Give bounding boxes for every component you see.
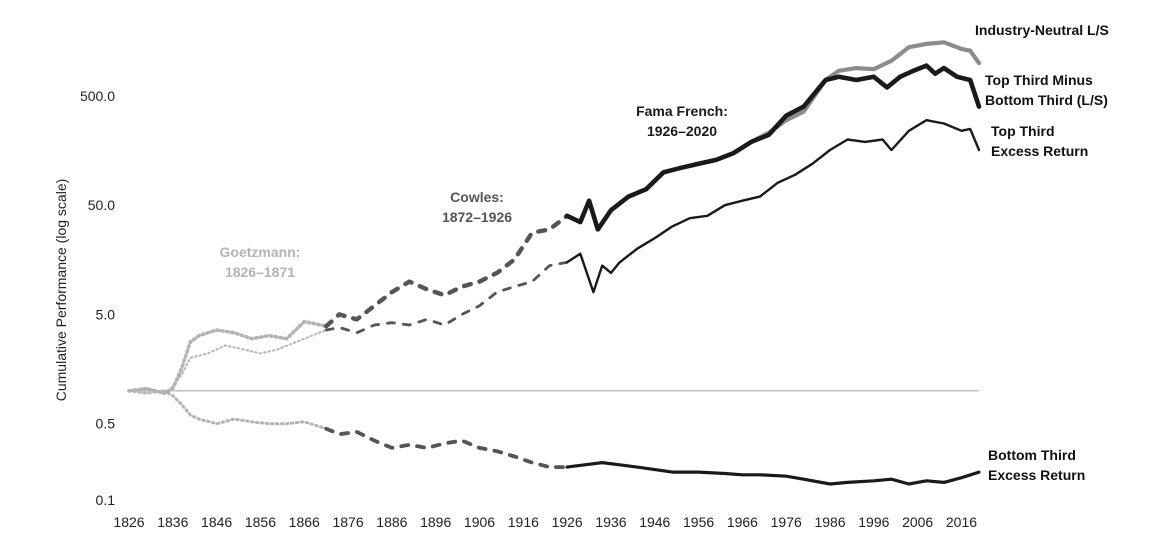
series-layer <box>127 40 982 486</box>
series-segment <box>564 63 982 232</box>
x-tick-label: 1836 <box>157 514 188 530</box>
x-tick-label: 2006 <box>902 514 933 530</box>
series-top-minus-bottom <box>127 63 982 395</box>
x-tick-label: 1936 <box>595 514 626 530</box>
x-tick-label: 1916 <box>508 514 539 530</box>
x-tick-label: 1886 <box>376 514 407 530</box>
y-axis-title: Cumulative Performance (log scale) <box>53 179 69 402</box>
series-bottom-excess <box>127 389 981 486</box>
x-tick-label: 1856 <box>245 514 276 530</box>
series-top-excess <box>128 119 981 395</box>
series-label: Industry-Neutral L/S <box>975 22 1109 38</box>
x-ticks: 1826 1836 1846 1856 1866 1876 1886 1896 1906 1916… <box>113 514 977 530</box>
y-tick-label: 0.1 <box>96 492 116 508</box>
y-tick-label: 0.5 <box>96 416 116 432</box>
x-tick-label: 1956 <box>683 514 714 530</box>
series-industry-neutral <box>749 40 982 144</box>
y-ticks: 0.1 0.5 5.0 50.0 500.0 <box>80 88 115 508</box>
y-axis-label: Cumulative Performance (log scale) <box>53 179 69 402</box>
x-tick-label: 1976 <box>771 514 802 530</box>
x-tick-label: 1946 <box>639 514 670 530</box>
x-tick-label: 1826 <box>113 514 144 530</box>
x-tick-label: 1926 <box>552 514 583 530</box>
x-tick-label: 1896 <box>420 514 451 530</box>
series-segment <box>127 389 328 431</box>
series-label: Bottom Third Excess Return <box>988 447 1085 483</box>
annotations: Goetzmann: 1826–1871 Cowles: 1872–1926 Fama … <box>220 22 1109 483</box>
series-segment <box>565 461 981 486</box>
x-tick-label: 1906 <box>464 514 495 530</box>
y-tick-label: 5.0 <box>96 306 116 322</box>
y-tick-label: 500.0 <box>80 88 115 104</box>
series-label: Top Third Excess Return <box>991 123 1088 159</box>
x-tick-label: 2016 <box>946 514 977 530</box>
series-segment <box>565 119 981 294</box>
period-label: Cowles: 1872–1926 <box>442 189 512 225</box>
series-segment <box>324 260 569 335</box>
x-tick-label: 1866 <box>289 514 320 530</box>
series-line <box>749 40 982 144</box>
series-segment <box>127 319 328 395</box>
x-tick-label: 1846 <box>201 514 232 530</box>
series-label: Top Third Minus Bottom Third (L/S) <box>985 72 1108 108</box>
x-tick-label: 1966 <box>727 514 758 530</box>
y-tick-label: 50.0 <box>88 197 115 213</box>
series-segment <box>324 213 570 329</box>
period-label: Fama French: 1926–2020 <box>636 103 728 139</box>
x-tick-label: 1876 <box>332 514 363 530</box>
x-tick-label: 1986 <box>814 514 845 530</box>
x-tick-label: 1996 <box>858 514 889 530</box>
series-segment <box>128 329 328 395</box>
period-label: Goetzmann: 1826–1871 <box>220 244 301 280</box>
series-segment <box>324 426 569 469</box>
